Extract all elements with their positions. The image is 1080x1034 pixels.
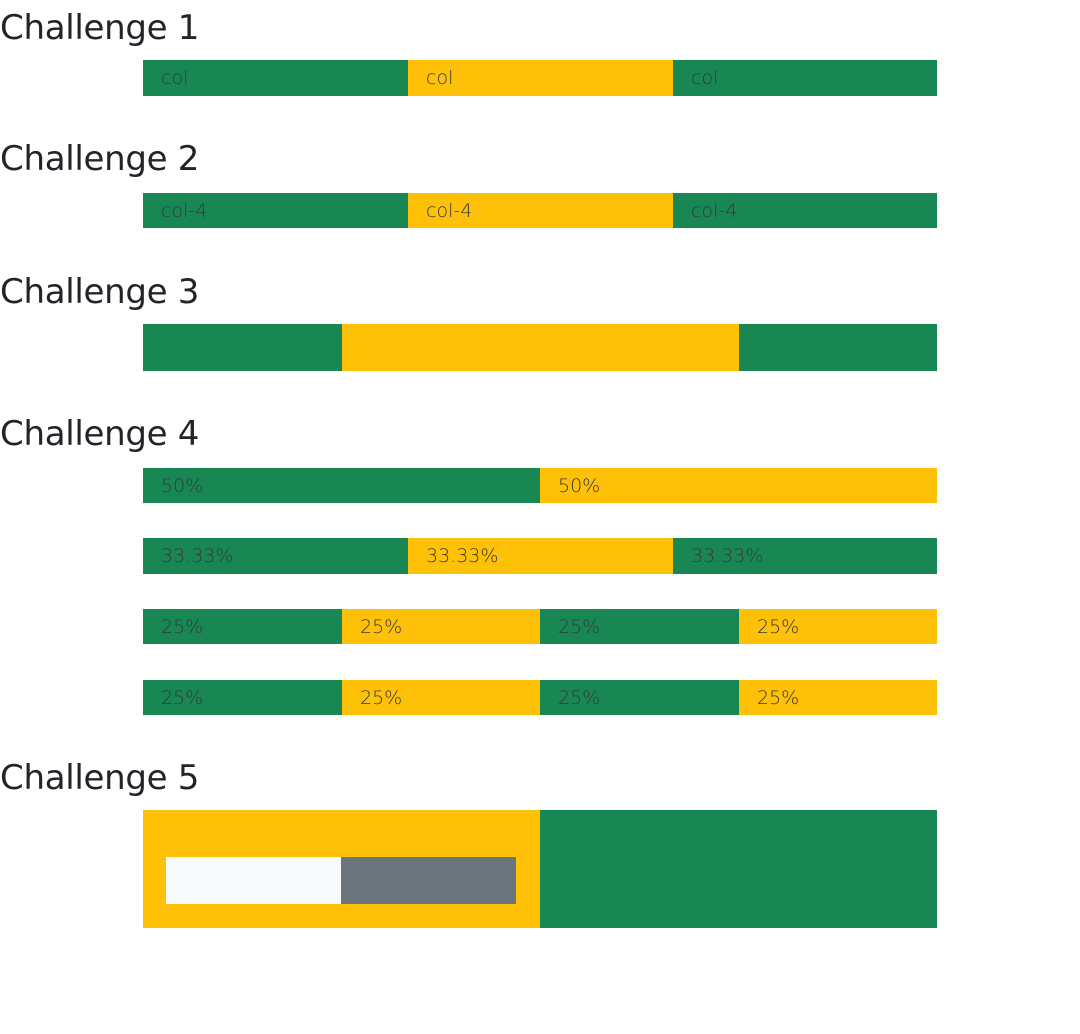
- percent-cell: 25%: [342, 680, 540, 715]
- percent-cell: 33.33%: [408, 538, 673, 574]
- challenge-4-row-1: 50% 50%: [143, 468, 937, 503]
- challenge-4-row-4: 25% 25% 25% 25%: [143, 680, 937, 715]
- col-cell: col: [673, 60, 937, 96]
- percent-cell: 25%: [143, 609, 342, 644]
- percent-cell: 25%: [739, 609, 937, 644]
- percent-cell: 33.33%: [673, 538, 937, 574]
- challenge-3-cell-right: [739, 324, 937, 371]
- col-cell: col: [143, 60, 408, 96]
- challenge-4-heading: Challenge 4: [0, 414, 200, 454]
- col-4-cell: col-4: [673, 193, 937, 228]
- challenge-5-nested-row: [166, 857, 516, 904]
- challenge-2-heading: Challenge 2: [0, 139, 200, 179]
- challenge-3-cell-middle: [342, 324, 739, 371]
- challenge-5-heading: Challenge 5: [0, 758, 200, 798]
- col-4-cell: col-4: [408, 193, 673, 228]
- percent-cell: 25%: [342, 609, 540, 644]
- percent-cell: 25%: [540, 680, 739, 715]
- challenge-2-row: col-4 col-4 col-4: [143, 193, 937, 228]
- challenge-3-row: [143, 324, 937, 371]
- percent-cell: 25%: [739, 680, 937, 715]
- percent-cell: 25%: [540, 609, 739, 644]
- challenge-5-right-col: [540, 810, 937, 928]
- challenge-4-row-2: 33.33% 33.33% 33.33%: [143, 538, 937, 574]
- challenge-5-left-col: [143, 810, 540, 928]
- challenge-3-heading: Challenge 3: [0, 272, 200, 312]
- col-cell: col: [408, 60, 673, 96]
- percent-cell: 50%: [540, 468, 937, 503]
- challenge-5-nested-gray-cell: [341, 857, 516, 904]
- col-4-cell: col-4: [143, 193, 408, 228]
- challenge-1-row: col col col: [143, 60, 937, 96]
- challenge-4-row-3: 25% 25% 25% 25%: [143, 609, 937, 644]
- challenge-3-cell-left: [143, 324, 342, 371]
- challenge-5-row: [143, 810, 937, 928]
- percent-cell: 50%: [143, 468, 540, 503]
- percent-cell: 25%: [143, 680, 342, 715]
- challenge-1-heading: Challenge 1: [0, 8, 200, 48]
- challenge-5-nested-light-cell: [166, 857, 341, 904]
- percent-cell: 33.33%: [143, 538, 408, 574]
